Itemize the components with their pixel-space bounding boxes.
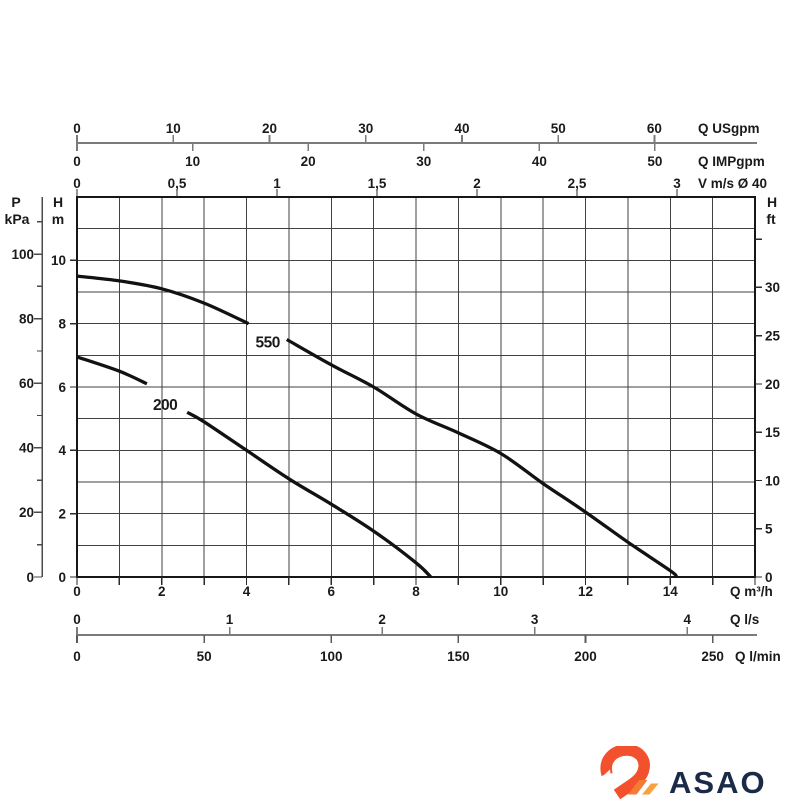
swan-stripe-1 bbox=[628, 780, 648, 795]
impgpm-tick-label: 10 bbox=[185, 154, 200, 169]
qm3h-tick-label: 12 bbox=[578, 584, 593, 599]
impgpm-tick-label: 50 bbox=[647, 154, 662, 169]
pump-performance-chart: 0 10 20 30 40 50 60 Q USgpm 0 10 20 30 40 50 Q IMPgpm 0… bbox=[5, 121, 781, 664]
velocity-unit-label: V m/s Ø 40 bbox=[698, 176, 767, 191]
kpa-tick-label: 80 bbox=[19, 311, 34, 326]
swan-icon bbox=[598, 746, 659, 799]
qlmin-tick-label: 0 bbox=[73, 649, 81, 664]
curve-200 bbox=[186, 410, 432, 579]
qlmin-unit-label: Q l/min bbox=[735, 649, 781, 664]
hm-tick-label: 10 bbox=[51, 253, 66, 268]
hft-tick-label: 5 bbox=[765, 522, 773, 537]
hft-tick-label: 30 bbox=[765, 280, 780, 295]
qlmin-tick-label: 250 bbox=[701, 649, 724, 664]
hm-tick-label: 6 bbox=[58, 380, 66, 395]
hft-tick-label: 10 bbox=[765, 473, 780, 488]
qm3h-unit-label: Q m³/h bbox=[730, 584, 773, 599]
curve-label-550: 550 bbox=[256, 335, 280, 352]
usgpm-tick-label: 10 bbox=[166, 121, 181, 136]
hm-tick-label: 2 bbox=[58, 506, 66, 521]
impgpm-unit-label: Q IMPgpm bbox=[698, 154, 765, 169]
impgpm-tick-label: 0 bbox=[73, 154, 81, 169]
usgpm-tick-label: 0 bbox=[73, 121, 81, 136]
qls-tick-label: 4 bbox=[683, 612, 691, 627]
kpa-tick-label: 60 bbox=[19, 376, 34, 391]
velocity-tick-label: 2,5 bbox=[568, 176, 587, 191]
qm3h-tick-label: 6 bbox=[327, 584, 335, 599]
qm3h-tick-label: 14 bbox=[663, 584, 679, 599]
qm3h-tick-label: 8 bbox=[412, 584, 420, 599]
qls-tick-label: 1 bbox=[226, 612, 234, 627]
swan-beak-notch bbox=[598, 769, 612, 782]
qlmin-tick-label: 150 bbox=[447, 649, 470, 664]
impgpm-tick-label: 30 bbox=[416, 154, 431, 169]
hft-tick-label: 20 bbox=[765, 377, 780, 392]
grid bbox=[77, 197, 755, 577]
qlmin-tick-label: 50 bbox=[197, 649, 212, 664]
hm-tick-label: 0 bbox=[58, 570, 66, 585]
usgpm-tick-label: 40 bbox=[454, 121, 469, 136]
swan-stripe-2 bbox=[642, 783, 659, 795]
curve-label-200: 200 bbox=[153, 397, 177, 414]
kpa-tick-label: 100 bbox=[11, 247, 34, 262]
qls-tick-label: 2 bbox=[378, 612, 386, 627]
pressure-axis-header: kPa bbox=[5, 211, 30, 227]
usgpm-unit-label: Q USgpm bbox=[698, 121, 760, 136]
curves: 550 200 bbox=[76, 274, 678, 579]
hft-tick-label: 25 bbox=[765, 329, 781, 344]
qls-tick-label: 0 bbox=[73, 612, 81, 627]
hm-tick-label: 4 bbox=[58, 443, 66, 458]
usgpm-tick-label: 30 bbox=[358, 121, 373, 136]
impgpm-tick-label: 40 bbox=[532, 154, 547, 169]
head-m-axis-header: m bbox=[52, 211, 64, 227]
qls-unit-label: Q l/s bbox=[730, 612, 759, 627]
qm3h-tick-label: 10 bbox=[493, 584, 508, 599]
usgpm-tick-label: 50 bbox=[551, 121, 566, 136]
asao-logo-text: ASAO bbox=[669, 765, 767, 800]
velocity-tick-label: 1,5 bbox=[368, 176, 387, 191]
curve-550 bbox=[76, 274, 250, 326]
hm-tick-label: 8 bbox=[58, 316, 66, 331]
head-ft-axis-header: ft bbox=[766, 211, 776, 227]
qls-tick-label: 3 bbox=[531, 612, 539, 627]
head-ft-axis-header: H bbox=[767, 194, 777, 210]
velocity-tick-label: 1 bbox=[273, 176, 281, 191]
curve-550 bbox=[285, 338, 678, 579]
qlmin-tick-label: 100 bbox=[320, 649, 343, 664]
qlmin-tick-label: 200 bbox=[574, 649, 597, 664]
hft-tick-label: 15 bbox=[765, 425, 781, 440]
pressure-axis-header: P bbox=[11, 194, 20, 210]
asao-logo: ASAO bbox=[597, 746, 767, 799]
kpa-tick-label: 20 bbox=[19, 505, 34, 520]
usgpm-tick-label: 20 bbox=[262, 121, 277, 136]
velocity-tick-label: 3 bbox=[673, 176, 681, 191]
swan-neck-shape bbox=[600, 746, 650, 799]
qm3h-tick-label: 4 bbox=[243, 584, 251, 599]
velocity-tick-label: 0 bbox=[73, 176, 81, 191]
qm3h-tick-label: 2 bbox=[158, 584, 166, 599]
velocity-tick-label: 2 bbox=[473, 176, 481, 191]
usgpm-tick-label: 60 bbox=[647, 121, 662, 136]
impgpm-tick-label: 20 bbox=[301, 154, 316, 169]
kpa-tick-label: 40 bbox=[19, 441, 34, 456]
kpa-tick-label: 0 bbox=[26, 570, 34, 585]
head-m-axis-header: H bbox=[53, 194, 63, 210]
velocity-tick-label: 0,5 bbox=[168, 176, 187, 191]
qm3h-tick-label: 0 bbox=[73, 584, 81, 599]
hft-tick-label: 0 bbox=[765, 570, 773, 585]
curve-200 bbox=[76, 355, 148, 386]
